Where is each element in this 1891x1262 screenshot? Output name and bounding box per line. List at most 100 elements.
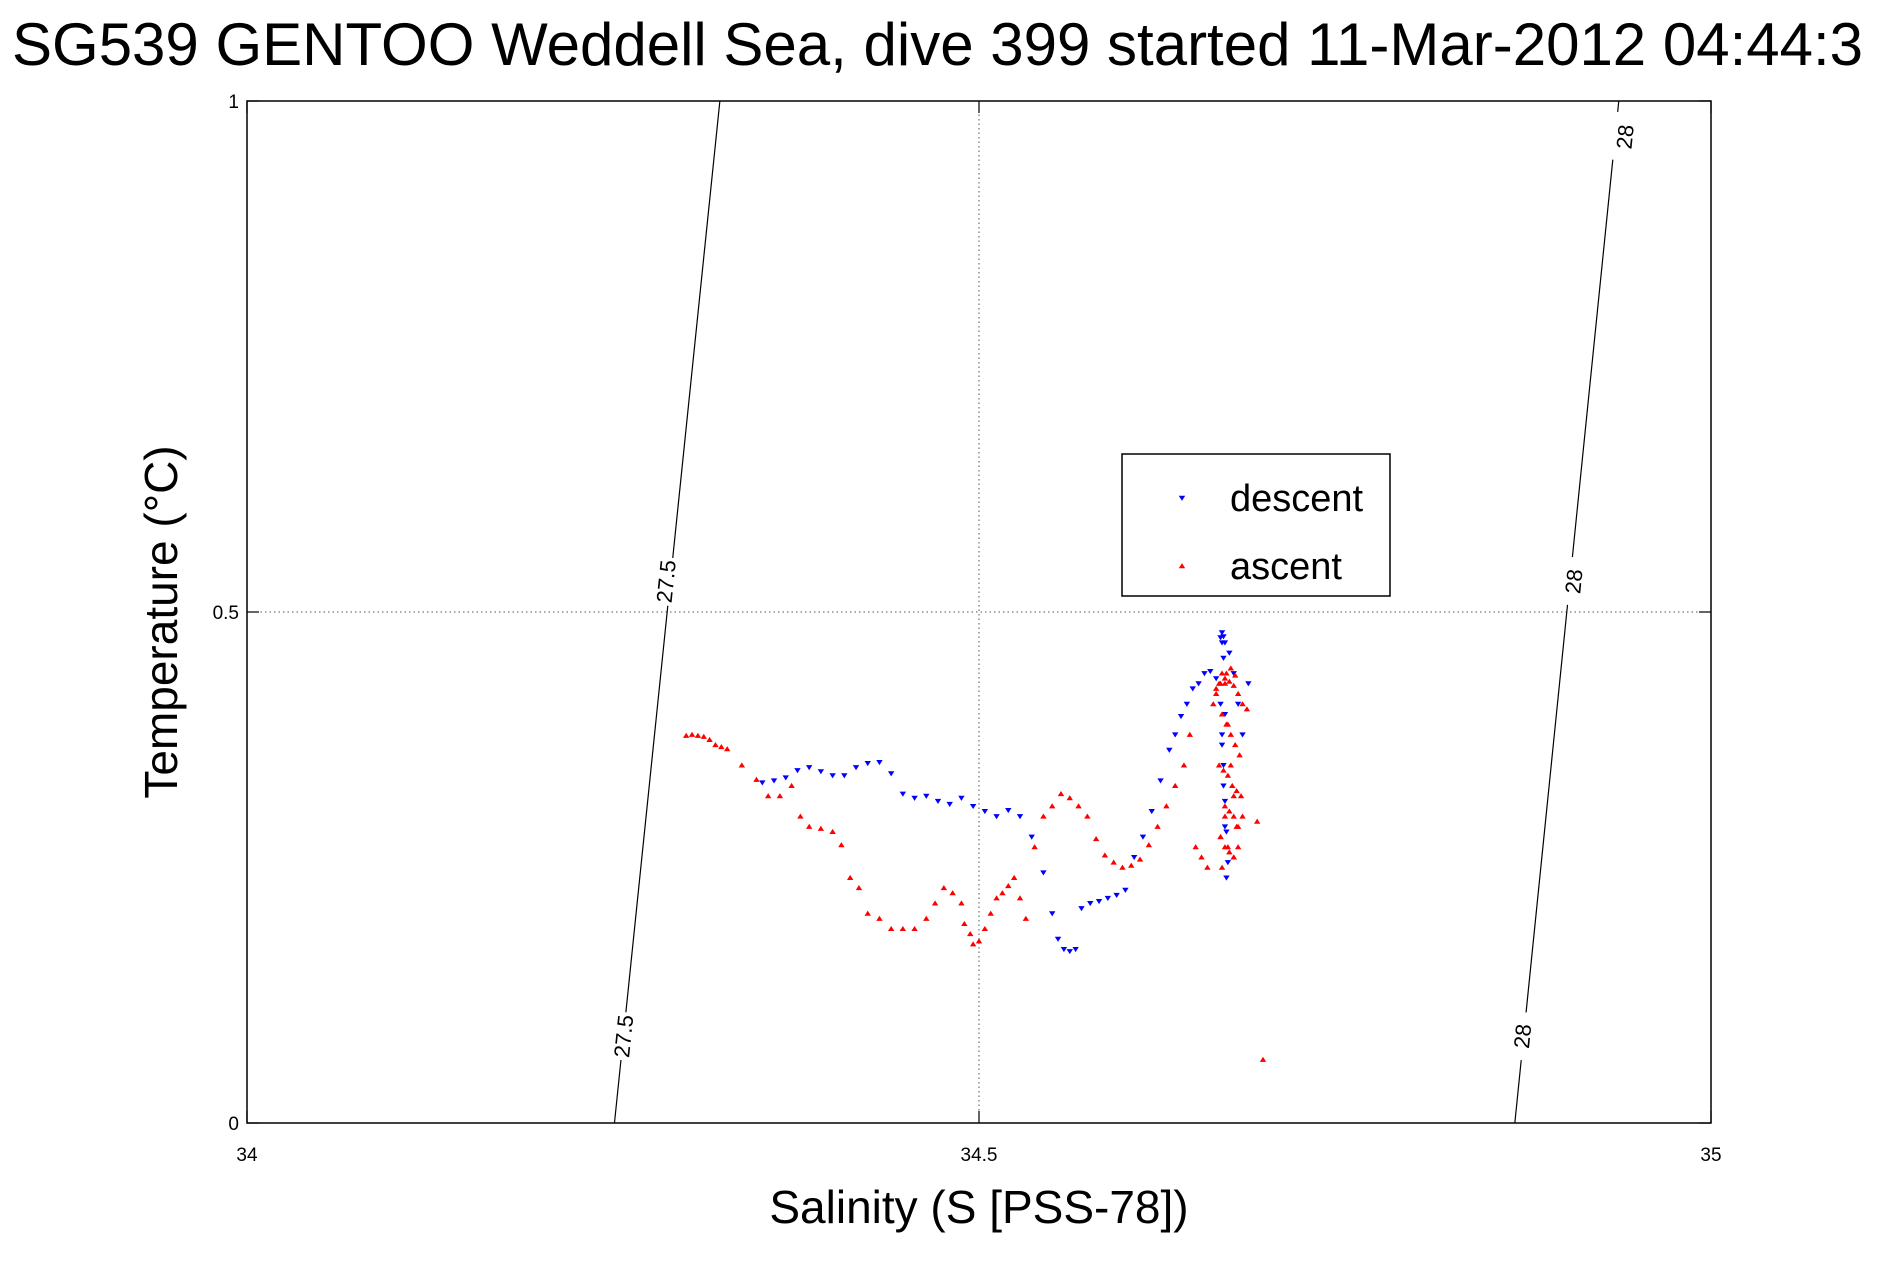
ascent-point [723,746,731,752]
ascent-point [753,776,760,782]
ascent-point [1230,682,1237,688]
ascent-point [1230,854,1237,860]
descent-point [1239,732,1246,738]
ascent-point [738,762,746,768]
ascent-point [1192,844,1199,850]
contour-label: 28 [1611,123,1638,150]
ascent-point [958,900,965,906]
ascent-point [1233,787,1240,794]
descent-point [1223,829,1230,835]
density-contours: 27.5 27.5 28 28 28 [608,100,1639,1124]
plot-axes: 27.5 27.5 28 28 28 34 34.5 35 0 0.5 1 [213,92,1722,1166]
ascent-point [975,938,983,944]
ascent-point [1237,793,1245,799]
descent-point [1220,783,1227,789]
ascent-point [931,900,939,906]
ascent-point [1226,678,1233,684]
ascent-point [887,925,895,932]
ascent-point [1171,782,1179,788]
descent-point [864,761,871,767]
ascent-point [1016,895,1024,901]
ascent-point [1221,680,1229,686]
isopycnal-line [1514,100,1620,1124]
ascent-point [718,744,725,750]
descent-point [1220,634,1227,640]
contour-label-mask [608,1011,638,1062]
ascent-point [1075,803,1082,809]
ascent-point [855,885,863,891]
ascent-point [1084,813,1091,819]
ascent-point [1226,808,1233,814]
ascent-point [1092,836,1100,842]
ascent-point [1031,844,1038,850]
ascent-point [1253,818,1261,824]
ascent-point [1226,849,1233,855]
ascent-point [688,731,696,737]
descent-point [1221,711,1229,718]
descent-point [1177,714,1185,720]
y-axis-label: Temperature (°C) [135,445,187,798]
descent-point [1028,834,1035,840]
ascent-point [967,931,974,937]
ascent-point [1227,762,1235,768]
descent-point [1113,892,1120,898]
ascent-point [1221,844,1229,850]
ascent-point [969,941,977,947]
x-tick-label: 34.5 [961,1145,998,1166]
descent-point [876,759,883,766]
ascent-point [876,915,883,921]
descent-point [1157,778,1164,784]
x-tick-label: 35 [1700,1145,1721,1166]
descent-point [958,795,965,801]
ascent-point [694,732,702,738]
descent-point [841,773,848,779]
descent-point [1221,798,1229,804]
ascent-point [899,925,907,932]
legend-label-descent: descent [1230,478,1364,520]
ascent-point [1217,833,1224,840]
contour-label-mask [1507,1011,1537,1062]
ascent-point [776,793,784,799]
y-tick-label: 0 [228,1114,239,1135]
ascent-point [1232,672,1239,678]
ascent-point [712,741,719,748]
ascent-point [1212,690,1220,696]
ascent-point [1259,1056,1267,1062]
descent-point [770,778,778,784]
descent-point [1195,681,1202,687]
descent-point [1166,747,1173,753]
descent-point [794,768,801,774]
descent-point [1130,855,1138,861]
descent-point [1139,834,1147,840]
grid-lines [246,100,1712,1124]
descent-point [1201,671,1208,677]
ascent-point [1218,711,1226,717]
ascent-point [1049,803,1056,809]
ascent-point [1234,690,1242,696]
ascent-point [805,823,813,829]
descent-point [1221,640,1229,646]
descent-point [1218,630,1226,636]
ascent-point [1221,675,1229,681]
descent-point [1049,911,1056,917]
ascent-point [1119,864,1126,870]
descent-point [829,773,836,779]
descent-point [1218,742,1226,748]
ascent-point [797,813,804,819]
ascent-point [1204,864,1211,870]
descent-point [1016,814,1024,820]
ascent-point [1180,762,1188,768]
descent-point [1226,650,1233,656]
legend-marker-descent [1178,495,1186,501]
contour-label: 27.5 [609,1014,638,1059]
descent-point [1220,763,1227,769]
descent-point [946,801,953,808]
ascent-point [864,910,871,916]
descent-point [1040,870,1047,876]
descent-point [852,765,860,771]
ascent-point [1232,741,1239,748]
descent-point [1221,824,1229,830]
ascent-point [1243,706,1251,712]
legend: descent ascent [1121,453,1391,597]
